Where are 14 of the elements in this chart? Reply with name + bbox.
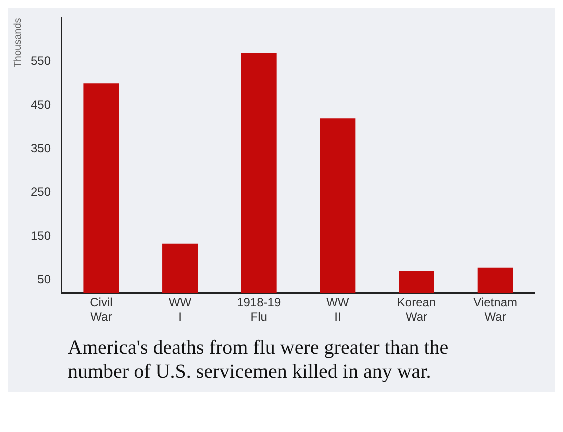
text: America's deaths from flu were greater than the number of U.S. servicemen killed in any war. — [67, 336, 450, 385]
x-tick-label: Civil War — [90, 296, 113, 324]
x-tick-label: Korean War — [397, 296, 436, 324]
y-tick-label: 550 — [30, 54, 52, 68]
y-tick-label: 450 — [30, 98, 52, 112]
x-tick-label: WW I — [168, 296, 192, 324]
y-tick-label: 350 — [30, 141, 52, 156]
x-tick-label: Vietnam War — [474, 296, 518, 324]
x-tick-label: WW II — [326, 296, 350, 324]
x-tick-label: 1918-19 Flu — [237, 296, 282, 324]
y-axis-title: Thousands — [12, 18, 24, 68]
y-tick-label: 50 — [38, 272, 52, 286]
y-tick-label: 250 — [30, 185, 52, 200]
y-tick-label: 150 — [30, 228, 52, 243]
